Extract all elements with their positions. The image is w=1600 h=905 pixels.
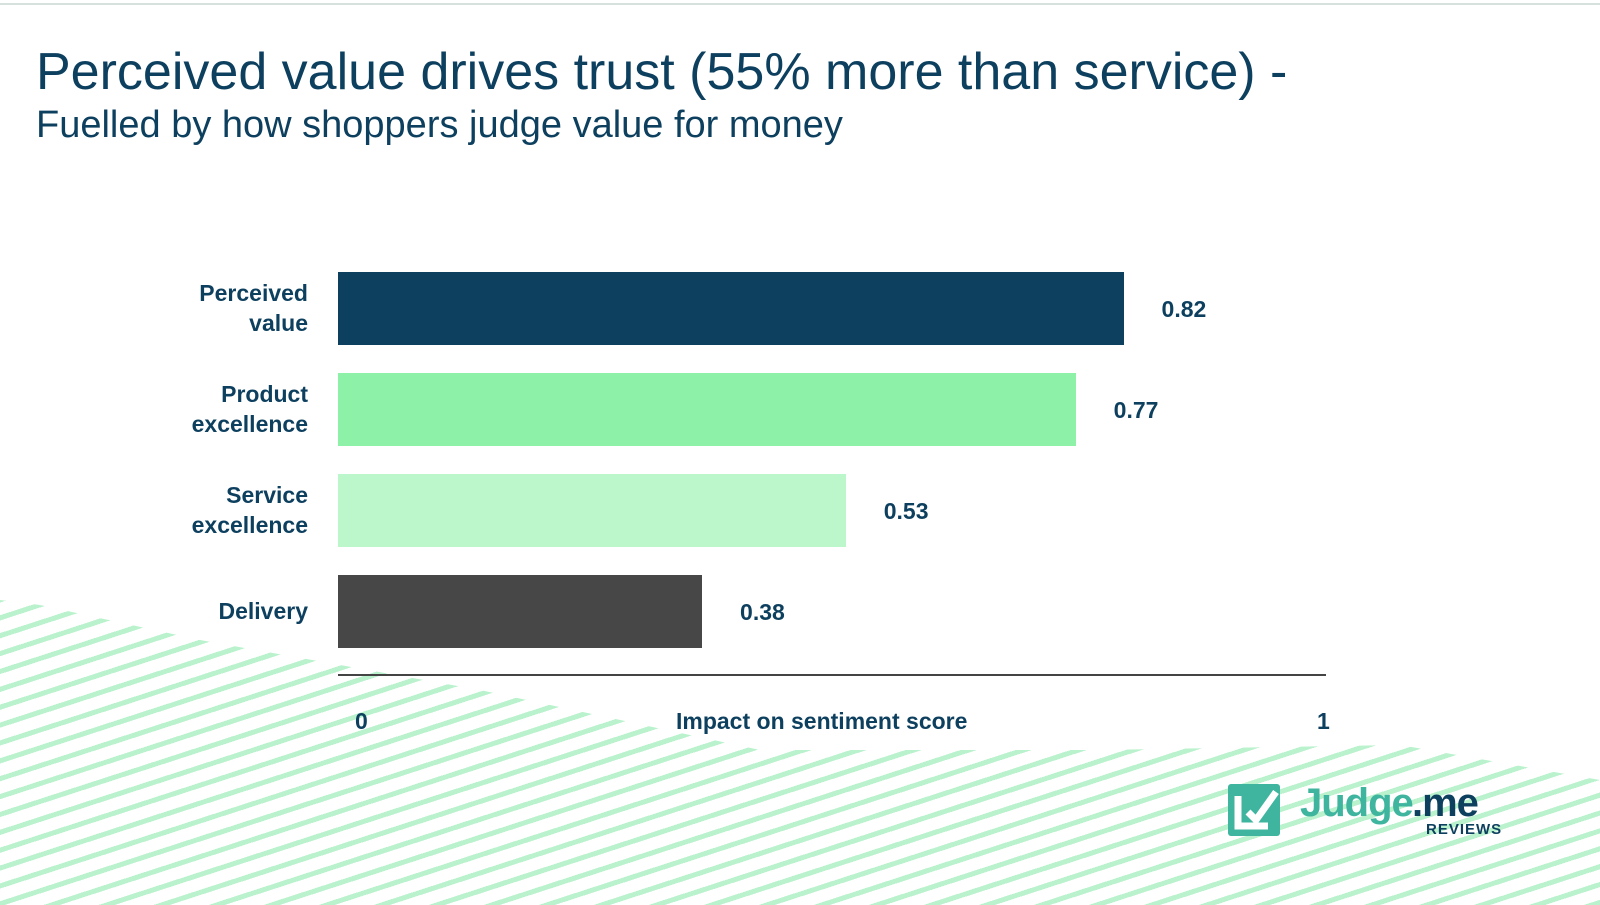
bar-3 [338, 575, 703, 648]
chart-subtitle: Fuelled by how shoppers judge value for … [36, 104, 843, 146]
svg-text:REVIEWS: REVIEWS [1426, 821, 1502, 838]
category-label: Delivery [218, 598, 308, 624]
category-label: Service excellence [191, 482, 308, 538]
bar-2 [338, 474, 846, 547]
top-divider [0, 3, 1600, 5]
x-tick-1: 1 [1317, 708, 1330, 734]
judgeme-logo-icon: Judge .me REVIEWS [1228, 781, 1502, 838]
bar-0 [338, 272, 1124, 345]
background-stripes [0, 600, 1600, 905]
value-label: 0.82 [1161, 296, 1207, 322]
value-label: 0.53 [883, 498, 929, 524]
svg-text:Judge: Judge [1300, 782, 1413, 825]
value-label: 0.77 [1113, 397, 1159, 423]
x-tick-0: 0 [355, 708, 368, 734]
chart-title: Perceived value drives trust (55% more t… [36, 43, 1288, 101]
judgeme-logo: Judge .me REVIEWS [1228, 781, 1518, 847]
category-label: Product excellence [191, 381, 308, 437]
category-label: Perceived value [199, 280, 308, 336]
bar-1 [338, 373, 1076, 446]
svg-text:.me: .me [1412, 782, 1478, 825]
x-axis-line [338, 674, 1326, 676]
x-axis-label: Impact on sentiment score [676, 708, 968, 734]
value-label: 0.38 [740, 599, 785, 625]
